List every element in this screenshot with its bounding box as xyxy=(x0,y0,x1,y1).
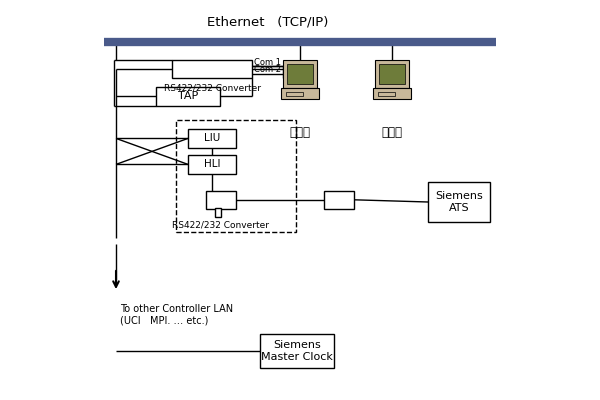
Text: RS422/232 Converter: RS422/232 Converter xyxy=(163,84,260,92)
Text: Com 2: Com 2 xyxy=(254,65,281,74)
Text: 工作站: 工作站 xyxy=(290,126,311,138)
Text: Com 1: Com 1 xyxy=(254,58,281,67)
Text: 备份站: 备份站 xyxy=(382,126,403,138)
Text: Siemens
ATS: Siemens ATS xyxy=(435,191,483,213)
Bar xyxy=(287,64,313,84)
Text: HLI: HLI xyxy=(204,159,220,170)
Bar xyxy=(283,60,317,88)
Bar xyxy=(428,182,490,222)
Bar xyxy=(188,155,236,174)
Bar xyxy=(172,60,252,78)
Text: To other Controller LAN
(UCI   MPI. … etc.): To other Controller LAN (UCI MPI. … etc.… xyxy=(120,304,233,326)
Bar xyxy=(156,87,220,106)
Text: TAP: TAP xyxy=(178,91,198,101)
Bar xyxy=(176,120,296,232)
Bar xyxy=(286,92,302,96)
Bar xyxy=(281,88,319,99)
Bar xyxy=(375,60,409,88)
Bar xyxy=(378,92,395,96)
Bar xyxy=(324,191,354,209)
Bar xyxy=(188,129,236,148)
Text: Ethernet   (TCP/IP): Ethernet (TCP/IP) xyxy=(208,16,329,28)
Bar xyxy=(379,64,405,84)
Bar xyxy=(260,334,334,368)
Bar xyxy=(215,208,221,217)
Bar xyxy=(373,88,410,99)
Text: RS422/232 Converter: RS422/232 Converter xyxy=(173,220,269,229)
Bar xyxy=(206,191,236,209)
Text: LIU: LIU xyxy=(204,133,220,143)
Text: Siemens
Master Clock: Siemens Master Clock xyxy=(261,340,333,362)
